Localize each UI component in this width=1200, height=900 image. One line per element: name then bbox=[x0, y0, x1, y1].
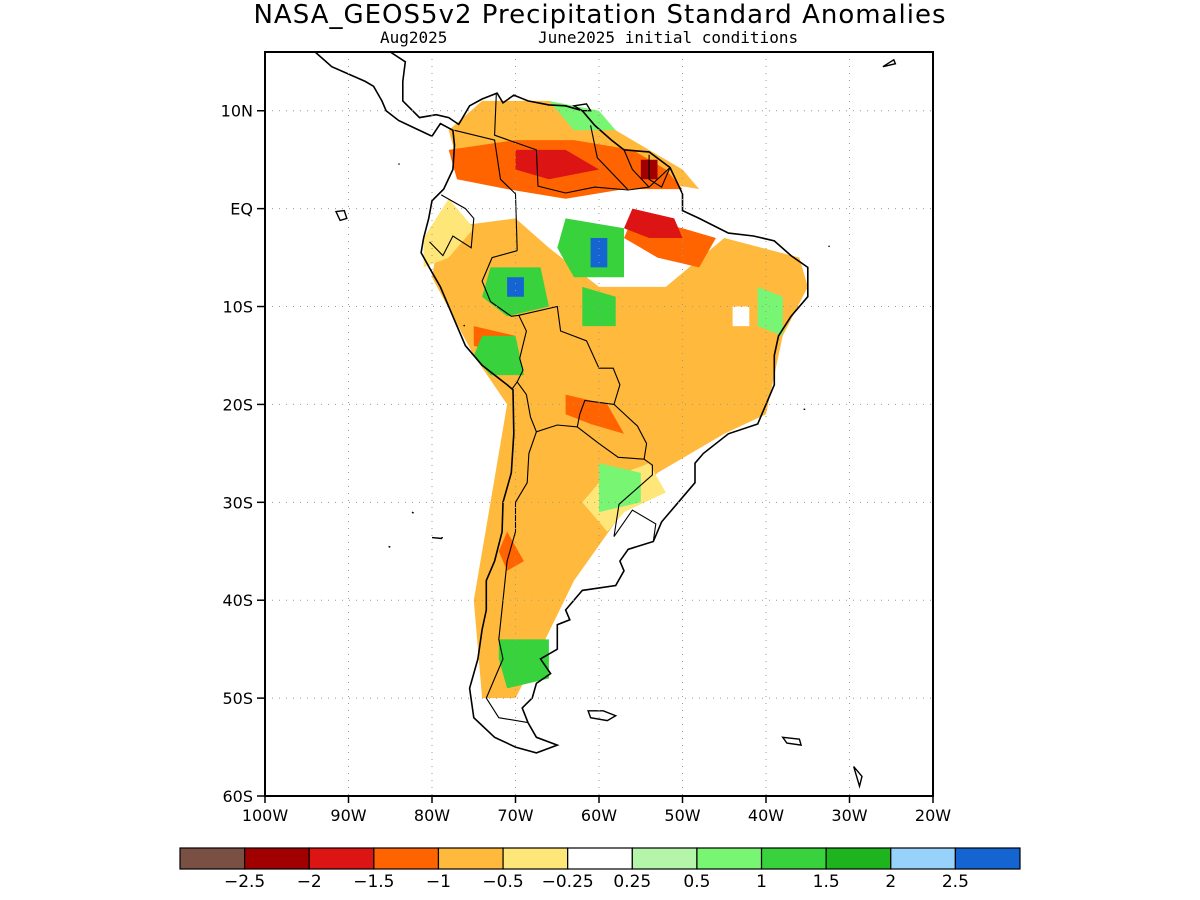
lon-tick-label: 20W bbox=[915, 806, 951, 825]
colorbar-label: 1 bbox=[756, 872, 767, 892]
lat-tick-label: 40S bbox=[222, 591, 253, 610]
anomaly-region-14 bbox=[473, 335, 524, 376]
island-13 bbox=[388, 545, 391, 548]
lat-tick-label: 10S bbox=[222, 298, 253, 317]
anomaly-region-10 bbox=[624, 208, 683, 238]
country-border-0 bbox=[454, 129, 518, 251]
colorbar-label: −0.25 bbox=[542, 872, 594, 892]
valid-month-label: Aug2025 bbox=[380, 28, 448, 47]
lon-tick-label: 50W bbox=[664, 806, 700, 825]
continent-coastline bbox=[310, 52, 809, 754]
anomaly-shading bbox=[423, 100, 808, 699]
country-border-2 bbox=[494, 94, 566, 194]
island-6 bbox=[431, 536, 443, 540]
island-1 bbox=[587, 710, 618, 722]
island-2 bbox=[781, 736, 803, 746]
lon-tick-label: 70W bbox=[497, 806, 533, 825]
colorbar-swatch bbox=[825, 847, 892, 870]
lon-tick-label: 80W bbox=[414, 806, 450, 825]
country-border-8 bbox=[518, 305, 621, 405]
colorbar-swatch bbox=[954, 847, 1021, 870]
colorbar-swatch bbox=[890, 847, 956, 870]
country-border-3 bbox=[590, 125, 629, 191]
country-border-6 bbox=[565, 167, 671, 194]
map-title: NASA_GEOS5v2 Precipitation Standard Anom… bbox=[253, 0, 947, 30]
lat-tick-label: 60S bbox=[222, 787, 253, 806]
anomaly-region-20 bbox=[590, 238, 608, 268]
colorbar-label: 2.5 bbox=[942, 872, 969, 892]
country-border-9 bbox=[516, 381, 615, 433]
country-border-12 bbox=[613, 458, 653, 537]
country-border-1 bbox=[429, 194, 475, 257]
anomaly-region-0 bbox=[432, 218, 808, 699]
island-3 bbox=[882, 58, 897, 68]
colorbar: −2.5 −2 −1.5 −1 −0.5 −0.25 0.25 0.5 1 1.5 2 2.5 bbox=[179, 847, 1021, 892]
lon-tick-label: 90W bbox=[330, 806, 366, 825]
anomaly-region-15 bbox=[498, 639, 549, 689]
anomaly-region-2 bbox=[423, 198, 474, 268]
lon-tick-label: 30W bbox=[831, 806, 867, 825]
island-4 bbox=[853, 766, 863, 789]
anomaly-region-18 bbox=[757, 286, 783, 336]
island-5 bbox=[571, 103, 592, 112]
colorbar-swatch bbox=[437, 847, 504, 870]
lon-tick-label: 60W bbox=[581, 806, 617, 825]
anomaly-region-22 bbox=[732, 306, 750, 327]
colorbar-label: −2.5 bbox=[224, 872, 265, 892]
colorbar-swatch bbox=[373, 847, 440, 870]
colorbar-swatch bbox=[502, 847, 569, 870]
anomaly-region-16 bbox=[582, 286, 616, 327]
country-border-4 bbox=[623, 149, 650, 188]
lat-tick-label: 10N bbox=[221, 102, 253, 121]
lon-tick-label: 100W bbox=[242, 806, 289, 825]
lon-tick-label: 40W bbox=[748, 806, 784, 825]
colorbar-swatch bbox=[567, 847, 633, 870]
colorbar-swatch bbox=[179, 847, 246, 870]
colorbar-label: −2 bbox=[297, 872, 322, 892]
colorbar-label: −1 bbox=[426, 872, 451, 892]
colorbar-swatch bbox=[631, 847, 698, 870]
colorbar-label: 0.5 bbox=[683, 872, 710, 892]
colorbar-swatch bbox=[308, 847, 375, 870]
colorbar-label: 2 bbox=[885, 872, 896, 892]
lat-tick-label: 20S bbox=[222, 395, 253, 414]
colorbar-swatch bbox=[760, 847, 827, 870]
country-border-5 bbox=[648, 154, 671, 188]
colorbar-swatch bbox=[696, 847, 763, 870]
island-8 bbox=[828, 245, 831, 248]
colorbar-label: 0.25 bbox=[613, 872, 651, 892]
country-border-13 bbox=[613, 509, 657, 542]
lat-tick-label: 50S bbox=[222, 689, 253, 708]
colorbar-label: −0.5 bbox=[482, 872, 523, 892]
coastline bbox=[310, 52, 897, 789]
island-0 bbox=[334, 209, 348, 222]
colorbar-label: 1.5 bbox=[813, 872, 840, 892]
anomaly-region-8 bbox=[498, 531, 524, 571]
lat-tick-label: EQ bbox=[230, 200, 253, 219]
anomaly-region-17 bbox=[599, 463, 641, 513]
latitude-axis: 10N EQ 10S 20S 30S 40S 50S 60S bbox=[221, 102, 265, 806]
dotted-gridlines bbox=[265, 52, 933, 796]
anomaly-region-21 bbox=[507, 277, 524, 297]
lat-tick-label: 30S bbox=[222, 493, 253, 512]
island-11 bbox=[398, 163, 400, 166]
island-12 bbox=[411, 511, 414, 514]
colorbar-label: −1.5 bbox=[353, 872, 394, 892]
island-10 bbox=[463, 324, 466, 327]
longitude-axis: 100W 90W 80W 70W 60W 50W 40W 30W 20W bbox=[242, 796, 951, 825]
colorbar-swatch bbox=[244, 847, 310, 870]
initial-conditions-label: June2025 initial conditions bbox=[538, 28, 799, 47]
